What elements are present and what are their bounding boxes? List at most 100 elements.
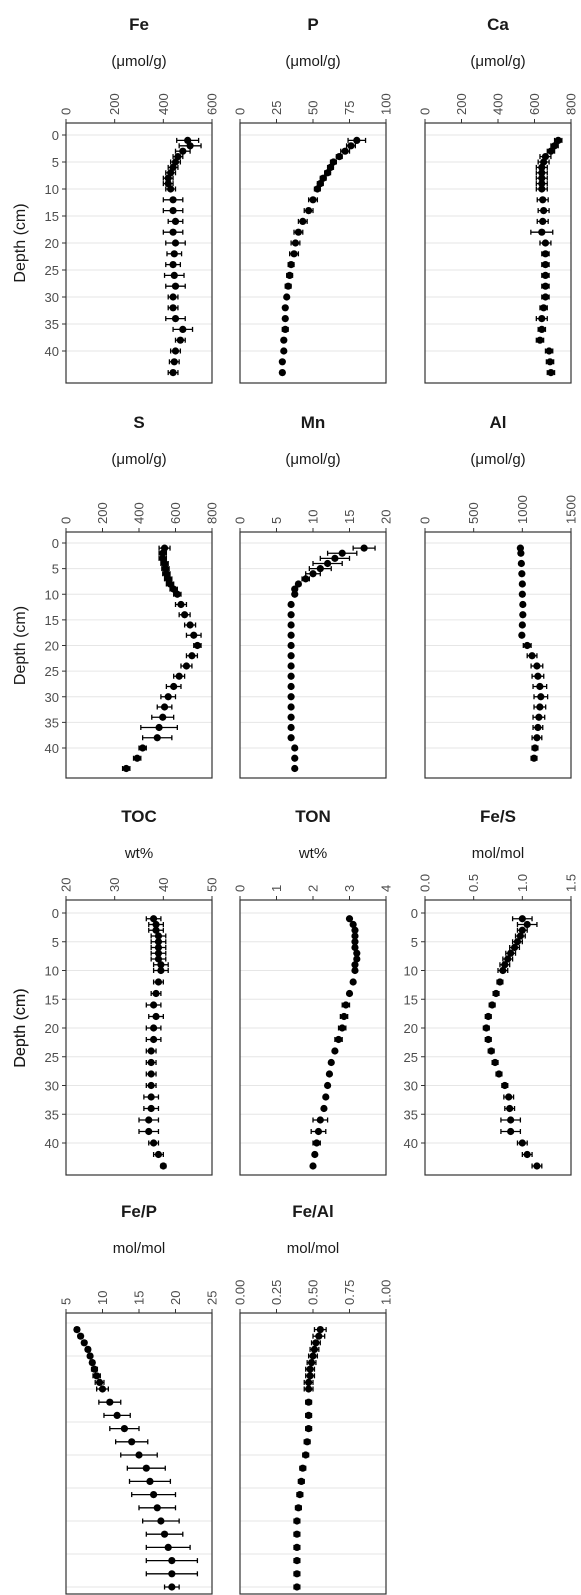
data-point [547, 147, 555, 155]
data-point [170, 585, 178, 593]
data-point [495, 1070, 503, 1078]
panel-ca: Ca (μmol/g) 0 200 400 600 800 [418, 15, 579, 384]
data-point [291, 239, 300, 247]
x-tick-label: 0 [233, 517, 248, 524]
panel-title: Fe/Al [292, 1202, 334, 1221]
data-point [310, 1345, 319, 1353]
data-point [539, 196, 547, 204]
data-point [153, 734, 161, 742]
data-point [154, 943, 163, 952]
data-point [316, 1116, 324, 1124]
x-tick-label: 0.75 [342, 1280, 357, 1305]
data-point [293, 1530, 301, 1538]
data-point [305, 1385, 313, 1393]
data-point [320, 1104, 328, 1113]
data-point [312, 1339, 320, 1347]
data-point [293, 1583, 301, 1591]
data-point [135, 1451, 143, 1459]
y-tick-label: 30 [45, 290, 59, 305]
data-point [510, 943, 519, 952]
data-point [302, 1451, 310, 1459]
data-point [171, 158, 180, 166]
data-point [322, 1093, 330, 1101]
data-point [287, 662, 295, 670]
data-point [345, 989, 354, 998]
data-point [175, 672, 183, 680]
data-point [287, 600, 295, 609]
data-point [294, 228, 302, 236]
data-point [293, 1557, 301, 1565]
x-tick-label: 200 [95, 502, 110, 524]
data-point [491, 1058, 499, 1067]
data-point [170, 682, 178, 691]
data-point [299, 217, 307, 225]
x-tick-label: 1500 [564, 495, 579, 524]
data-point [167, 169, 175, 177]
data-point [293, 1543, 301, 1551]
data-point [147, 1058, 155, 1067]
data-point [538, 325, 546, 333]
panel-unit: mol/mol [287, 1240, 340, 1257]
data-point [351, 966, 359, 975]
data-point [168, 1557, 176, 1565]
data-point [154, 955, 163, 963]
data-point [342, 1001, 350, 1009]
data-point [147, 1104, 155, 1113]
data-point [538, 180, 546, 188]
data-point [519, 611, 527, 619]
x-tick-label: 3 [342, 885, 357, 892]
panel-frame [239, 1312, 387, 1595]
panel-background [66, 532, 212, 778]
x-tick-label: 1.0 [515, 874, 530, 892]
data-point [327, 1058, 335, 1067]
data-point [314, 1127, 323, 1136]
data-point [291, 744, 299, 752]
data-point [278, 369, 286, 377]
data-point [507, 1116, 515, 1124]
data-point [287, 611, 295, 619]
y-tick-label: 35 [404, 1107, 418, 1122]
data-point [351, 926, 359, 934]
y-axis-label: Depth (cm) [12, 988, 29, 1067]
data-point [484, 1012, 492, 1021]
panel-background [240, 900, 386, 1175]
data-point [150, 1024, 158, 1032]
data-point [534, 723, 542, 732]
y-tick-label: 5 [52, 562, 59, 577]
data-point [167, 185, 175, 193]
data-point [325, 1070, 334, 1078]
data-point [293, 1570, 301, 1578]
x-tick-label: 25 [205, 1291, 220, 1305]
data-point [349, 978, 357, 986]
data-point [538, 169, 546, 177]
y-tick-label: 25 [45, 1050, 59, 1065]
data-point [168, 1583, 176, 1591]
x-tick-label: 40 [156, 878, 171, 892]
y-tick-label: 0 [52, 128, 59, 143]
panel-title: Fe/S [480, 807, 516, 826]
panel-title: Fe [129, 15, 149, 34]
data-point [287, 631, 295, 639]
x-tick-label: 0 [59, 517, 74, 524]
panel-toc: TOC wt% 20 30 40 50 0 5 10 15 20 25 30 35 40 Depth (cm) [12, 807, 220, 1176]
data-point [90, 1365, 99, 1373]
data-point [281, 304, 289, 312]
data-point [291, 754, 299, 762]
x-tick-label: 0 [233, 885, 248, 892]
data-point [173, 590, 181, 598]
data-point [349, 920, 357, 929]
data-point [169, 261, 177, 269]
data-point [154, 949, 163, 957]
data-point [80, 1339, 88, 1347]
data-point [326, 163, 335, 171]
data-point [302, 575, 310, 583]
x-tick-label: 20 [59, 878, 74, 892]
data-point [152, 1012, 160, 1021]
data-point [182, 662, 191, 670]
data-point [518, 570, 526, 578]
data-point [319, 174, 327, 182]
panel-frame [65, 122, 213, 384]
x-tick-label: 1000 [515, 495, 530, 524]
data-point [168, 1570, 176, 1578]
data-point [150, 1491, 158, 1499]
